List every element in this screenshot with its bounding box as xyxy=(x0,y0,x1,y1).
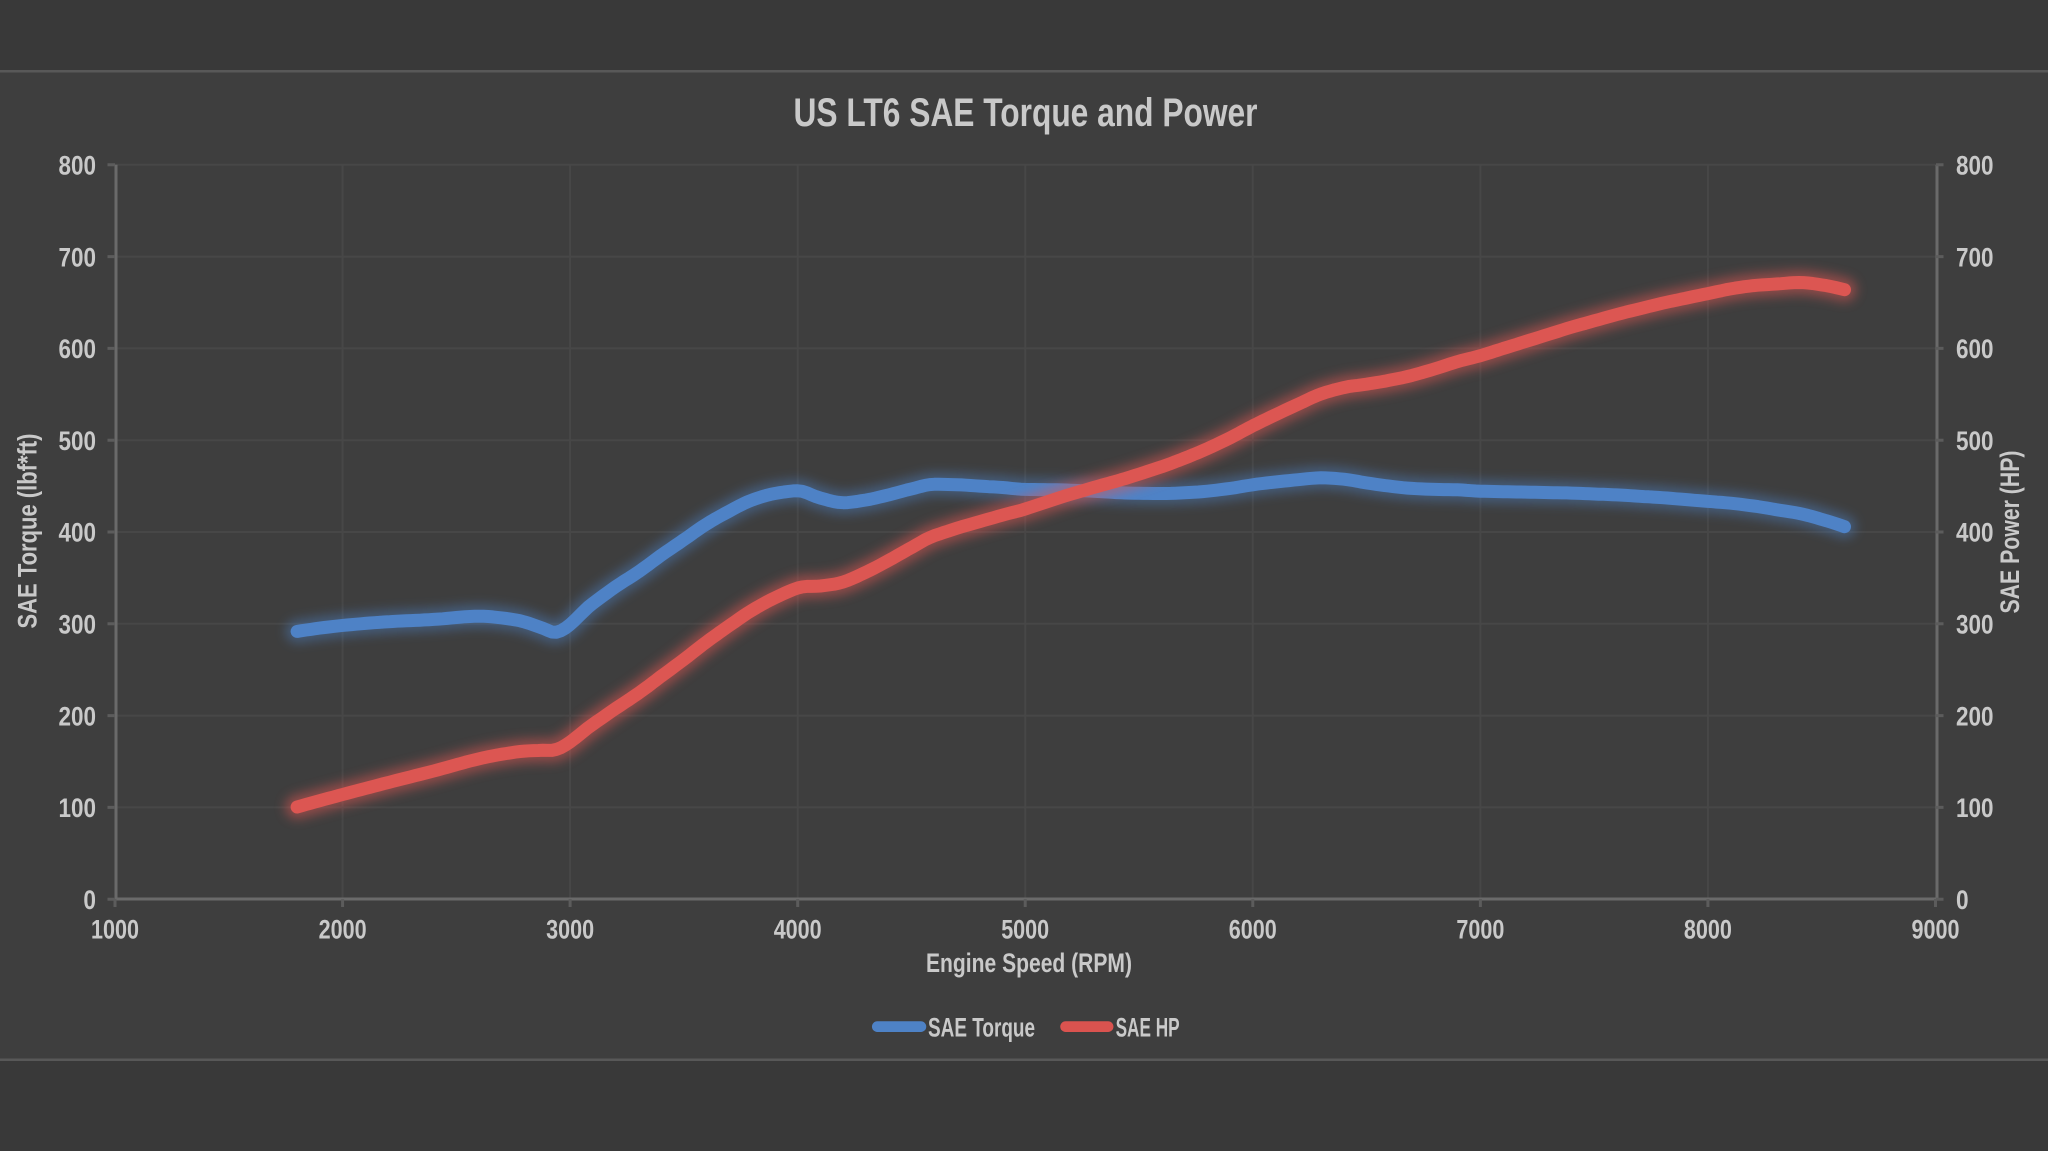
svg-text:600: 600 xyxy=(59,334,97,364)
svg-text:7000: 7000 xyxy=(1456,915,1504,945)
svg-text:SAE Torque: SAE Torque xyxy=(928,1012,1035,1042)
svg-text:8000: 8000 xyxy=(1684,915,1732,945)
svg-text:SAE HP: SAE HP xyxy=(1116,1012,1180,1042)
svg-text:6000: 6000 xyxy=(1229,915,1277,945)
svg-text:0: 0 xyxy=(83,885,96,915)
svg-text:700: 700 xyxy=(1956,242,1994,272)
svg-text:1000: 1000 xyxy=(91,915,139,945)
svg-text:9000: 9000 xyxy=(1912,915,1960,945)
svg-text:500: 500 xyxy=(59,426,97,456)
svg-text:100: 100 xyxy=(59,793,97,823)
svg-text:800: 800 xyxy=(59,151,97,181)
svg-text:US LT6 SAE Torque and Power: US LT6 SAE Torque and Power xyxy=(794,91,1258,135)
svg-text:400: 400 xyxy=(1956,518,1994,548)
svg-text:3000: 3000 xyxy=(546,915,594,945)
svg-text:100: 100 xyxy=(1956,793,1994,823)
svg-text:200: 200 xyxy=(59,701,97,731)
svg-text:5000: 5000 xyxy=(1001,915,1049,945)
svg-text:300: 300 xyxy=(59,610,97,640)
svg-text:400: 400 xyxy=(59,518,97,548)
svg-text:200: 200 xyxy=(1956,701,1994,731)
svg-text:0: 0 xyxy=(1956,885,1969,915)
svg-text:2000: 2000 xyxy=(319,915,367,945)
svg-text:500: 500 xyxy=(1956,426,1994,456)
svg-text:SAE Torque (lbf*ft): SAE Torque (lbf*ft) xyxy=(13,434,43,629)
svg-text:700: 700 xyxy=(59,242,97,272)
svg-text:Engine Speed (RPM): Engine Speed (RPM) xyxy=(926,948,1132,978)
svg-text:600: 600 xyxy=(1956,334,1994,364)
svg-text:4000: 4000 xyxy=(774,915,822,945)
svg-text:300: 300 xyxy=(1956,610,1994,640)
svg-text:800: 800 xyxy=(1956,151,1994,181)
svg-text:SAE Power (HP): SAE Power (HP) xyxy=(1995,451,2025,614)
